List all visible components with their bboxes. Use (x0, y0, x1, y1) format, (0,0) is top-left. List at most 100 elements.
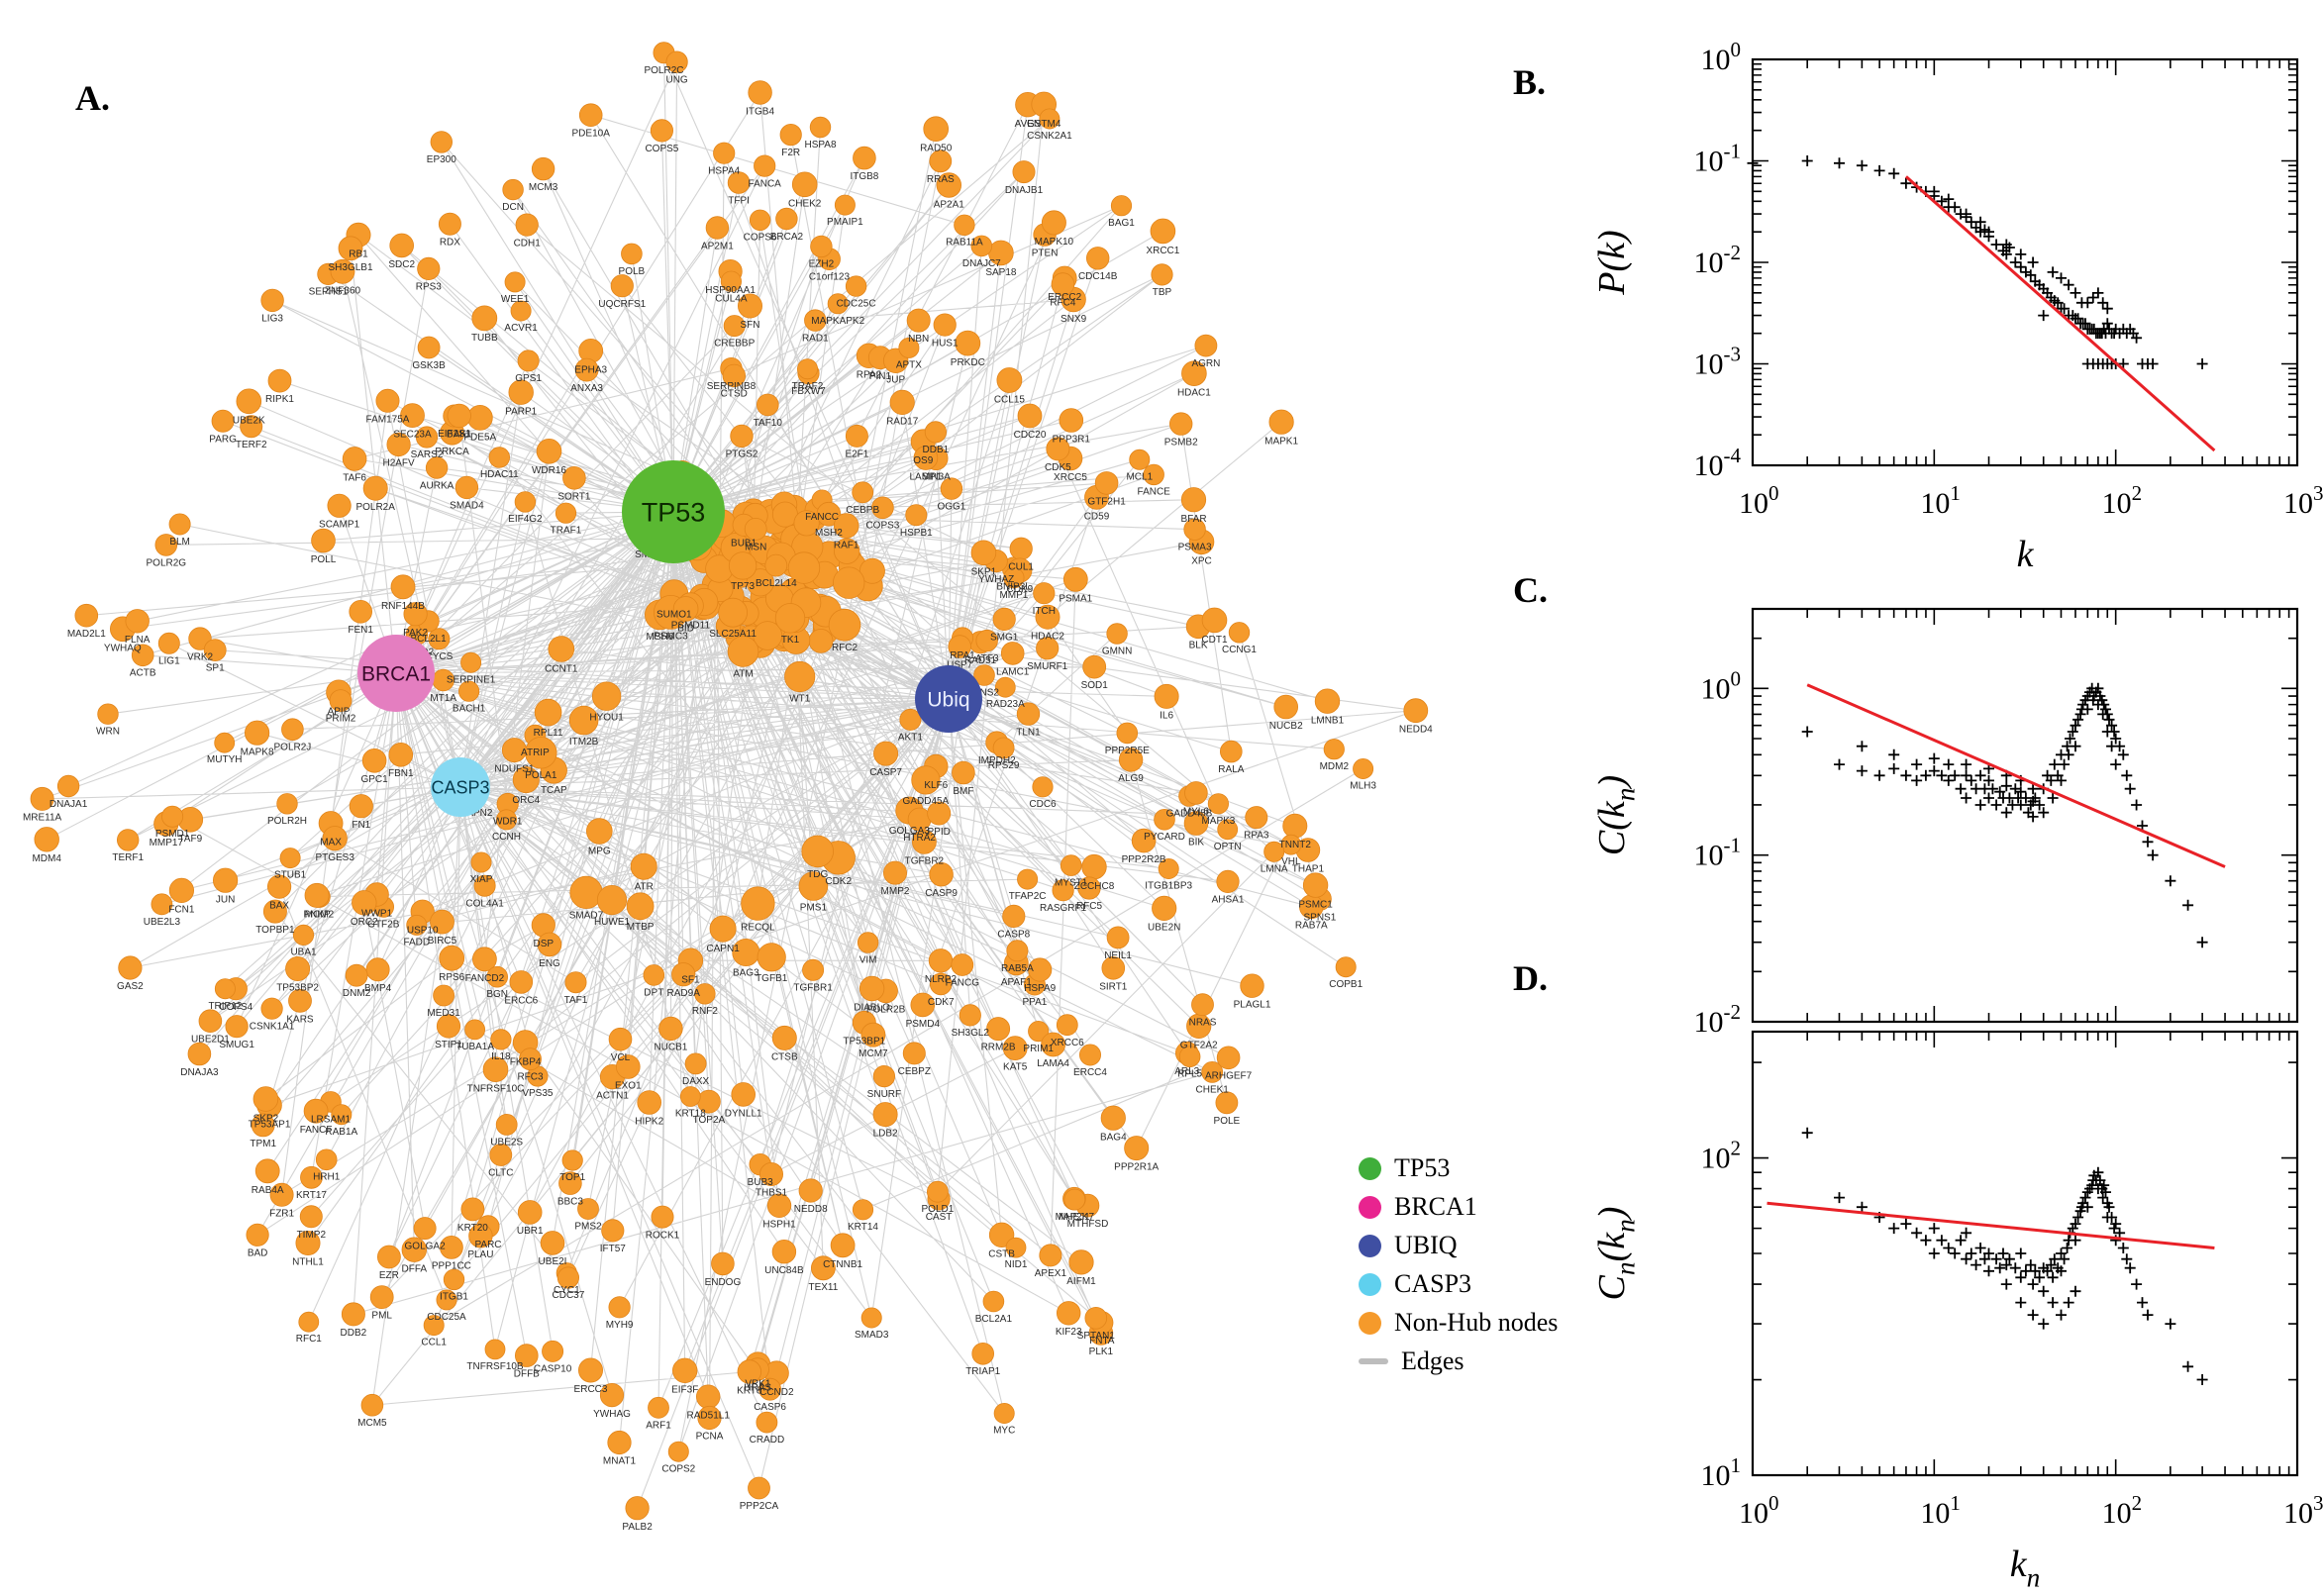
node-label: DNAJB1 (1005, 185, 1044, 196)
network-node (536, 438, 562, 464)
network-node (852, 481, 874, 504)
node-label: GTF2H1 (1087, 496, 1126, 507)
node-label: GPS1 (515, 373, 542, 384)
tick-label: 100 (1739, 481, 1779, 520)
panel-label-b: B. (1513, 62, 1546, 102)
node-label: COPS5 (645, 144, 678, 154)
node-label: AIFM1 (1066, 1276, 1096, 1287)
node-label: EZR (379, 1270, 399, 1281)
network-node (443, 1268, 465, 1291)
node-label: ORC4 (512, 795, 540, 806)
network-node (30, 786, 54, 811)
node-label: PTEN (1032, 248, 1059, 258)
node-label: MDM4 (32, 853, 61, 864)
network-node (793, 510, 820, 537)
tick-label: 10-3 (1694, 343, 1742, 381)
network-node (401, 1237, 428, 1262)
hub-label-tp53: TP53 (642, 497, 706, 527)
network-node (279, 848, 301, 869)
y-axis-label: Cn(kn) (1591, 1207, 1641, 1301)
node-label: HYOU1 (589, 713, 624, 724)
network-node (561, 1149, 583, 1171)
network-node (74, 603, 99, 628)
node-label: MCM2 (305, 910, 335, 921)
network-node (157, 632, 180, 654)
network-node (853, 146, 876, 170)
node-label: KRT14 (848, 1222, 878, 1233)
node-label: SMURF1 (1027, 661, 1068, 672)
node-label: SAP18 (985, 267, 1017, 278)
node-label: GTF2B (367, 919, 400, 930)
node-label: CAST (926, 1212, 953, 1223)
node-label: MSN (745, 542, 766, 552)
network-node (1028, 1021, 1050, 1043)
node-label: KRT8 (737, 1385, 762, 1396)
node-label: FNTA (1089, 1336, 1115, 1347)
node-label: PARP1 (505, 407, 537, 418)
node-label: CRADD (750, 1435, 785, 1446)
node-label: DNAJC7 (962, 258, 1001, 269)
network-node (1082, 654, 1107, 679)
network-node (1006, 940, 1029, 962)
hub-label-brca1: BRCA1 (361, 662, 431, 685)
node-label: IFT57 (600, 1244, 627, 1254)
node-label: CEBPZ (898, 1066, 931, 1077)
node-label: IMPDH2 (978, 755, 1016, 766)
node-label: COL4A1 (465, 898, 504, 909)
node-label: UQCRFS1 (598, 299, 646, 310)
node-label: RAD17 (886, 417, 919, 428)
panel-label-c: C. (1513, 570, 1548, 610)
node-label: BCL2L14 (756, 578, 797, 589)
node-label: CASP8 (997, 930, 1030, 941)
network-node (871, 496, 894, 520)
network-node (1143, 463, 1164, 486)
network-node (369, 1285, 394, 1309)
node-label: HUWE1 (594, 917, 631, 928)
node-label: SOD1 (1081, 680, 1109, 691)
node-label: SFN (741, 320, 760, 331)
node-label: CCL1 (421, 1338, 447, 1348)
network-node (955, 330, 981, 356)
node-label: VIM (859, 954, 877, 965)
network-node (276, 793, 298, 815)
node-label: ARHGEF7 (1205, 1071, 1253, 1082)
network-node (658, 1016, 683, 1042)
network-node (608, 1296, 631, 1319)
network-node (727, 171, 751, 194)
node-label: RAB5A (1001, 963, 1034, 974)
network-node (1106, 623, 1128, 645)
node-label: BAG1 (1108, 218, 1135, 229)
network-node (625, 1496, 650, 1521)
network-node (1012, 160, 1036, 184)
network-node (927, 801, 952, 826)
network-node (1302, 872, 1329, 898)
node-label: COPB1 (1329, 979, 1363, 990)
network-node (375, 388, 400, 413)
node-label: CAPN2 (459, 808, 493, 819)
network-node (1041, 210, 1066, 236)
node-label: RAD23A (986, 699, 1025, 710)
network-node (564, 971, 587, 994)
node-label: COPS6 (744, 233, 777, 244)
node-label: RAD51 (964, 655, 997, 666)
node-label: XRCC6 (1051, 1038, 1084, 1048)
node-label: NHEJ1 (1059, 1212, 1090, 1223)
node-label: GSTM4 (1027, 119, 1061, 130)
node-label: NLRP2 (925, 974, 958, 985)
node-label: POLR2J (274, 743, 312, 753)
node-label: LIG1 (158, 655, 180, 666)
node-label: RAF1 (834, 540, 859, 550)
node-label: RECQL (741, 922, 775, 933)
network-node (1079, 1044, 1102, 1066)
network-node (1154, 808, 1175, 831)
tick-label: 101 (1920, 481, 1961, 520)
node-label: SMG1 (990, 633, 1019, 644)
legend-label: TP53 (1394, 1153, 1451, 1182)
network-node (797, 358, 819, 380)
node-label: UBR1 (517, 1226, 544, 1237)
network-node (246, 1223, 269, 1247)
network-node (992, 607, 1016, 632)
network-node (697, 1405, 722, 1431)
node-label: CTSB (771, 1052, 798, 1063)
node-label: SMAD3 (855, 1330, 889, 1341)
